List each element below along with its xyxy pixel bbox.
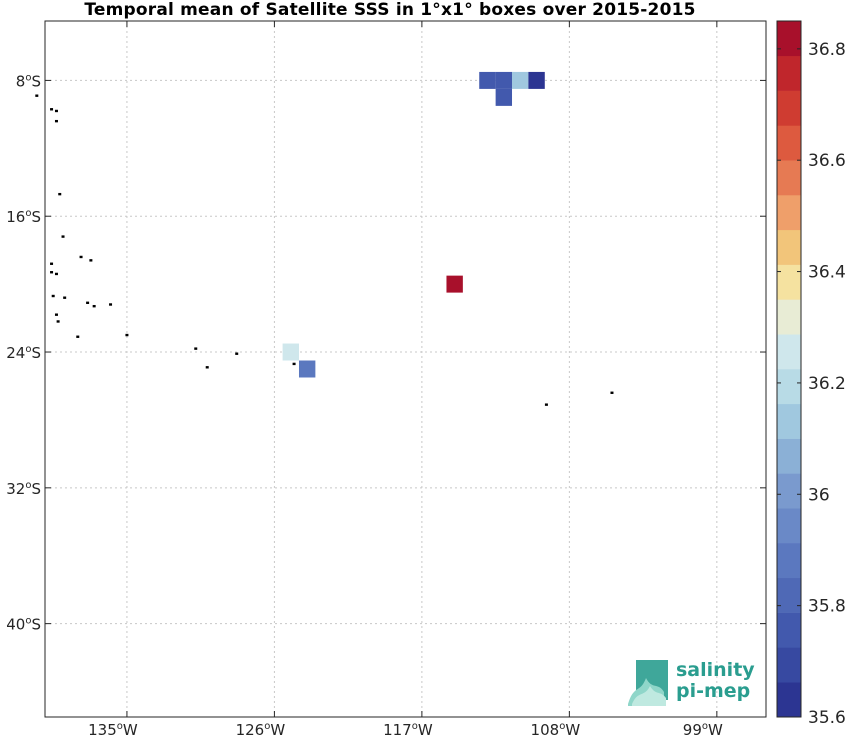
colorbar-segment	[777, 577, 801, 613]
colorbar-segment	[777, 334, 801, 370]
colorbar-segment	[777, 369, 801, 405]
sss-cells	[282, 71, 545, 378]
colorbar-tick-label: 35.6	[808, 708, 846, 728]
colorbar: 35.6 35.8 36 36.2 36.4 36.6 36.8	[776, 20, 846, 728]
y-tick-label: 8oS	[16, 72, 41, 90]
colorbar-segment	[777, 21, 801, 57]
colorbar-segment	[777, 438, 801, 474]
island-marker	[63, 296, 67, 299]
colorbar-segment	[777, 647, 801, 683]
colorbar-tick-label: 36	[808, 485, 830, 505]
island-marker	[125, 333, 129, 337]
island-marker	[79, 255, 83, 259]
colorbar-segment	[777, 473, 801, 509]
island-marker	[89, 259, 93, 262]
island-marker	[50, 262, 54, 265]
island-marker	[109, 303, 113, 306]
island-marker	[92, 304, 96, 308]
colorbar-tick-label: 36.4	[808, 263, 846, 283]
y-tick-label: 24oS	[6, 344, 41, 362]
colorbar-tick-label: 36.8	[808, 40, 846, 60]
colorbar-segment	[777, 55, 801, 91]
island-marker	[235, 352, 239, 355]
island-marker	[194, 347, 198, 350]
sss-cell	[298, 360, 316, 378]
sss-cell	[495, 71, 513, 89]
colorbar-segment	[777, 612, 801, 648]
colorbar-segment	[777, 508, 801, 544]
colorbar-segment	[777, 543, 801, 579]
x-tick-label: 108oW	[531, 721, 581, 739]
colorbar-tick-label: 36.6	[808, 151, 846, 171]
chart-title: Temporal mean of Satellite SSS in 1°x1° …	[84, 0, 696, 20]
logo-line2: pi-mep	[676, 680, 751, 702]
logo-line1: salinity	[676, 659, 755, 681]
island-marker	[54, 109, 58, 113]
island-marker	[35, 94, 39, 97]
sss-cell	[479, 71, 496, 89]
island-marker	[51, 294, 55, 298]
colorbar-segment	[777, 125, 801, 161]
x-tick-label: 135oW	[88, 721, 138, 739]
island-marker	[54, 272, 58, 276]
island-marker	[205, 366, 209, 369]
colorbar-segment	[777, 682, 801, 718]
island-marker	[50, 108, 54, 111]
x-tick-label: 99oW	[683, 721, 723, 739]
island-marker	[54, 119, 58, 123]
colorbar-tick-label: 35.8	[808, 597, 846, 617]
sss-cell	[512, 71, 529, 89]
colorbar-frame	[776, 20, 802, 718]
colorbar-tick-label: 36.2	[808, 374, 846, 394]
colorbar-segment	[777, 229, 801, 265]
island-marker	[58, 192, 62, 196]
island-marker	[61, 235, 65, 238]
logo-wave	[632, 686, 666, 706]
colorbar-segment	[777, 90, 801, 126]
x-tick-label: 117oW	[383, 721, 433, 739]
sss-cell	[446, 275, 463, 293]
island-marker	[610, 391, 614, 394]
island-marker	[56, 320, 60, 323]
y-tick-label: 16oS	[6, 208, 41, 226]
x-tick-label: 126oW	[236, 721, 286, 739]
grid-lines	[45, 21, 766, 717]
plot-frame	[44, 20, 767, 718]
island-marker	[292, 362, 296, 366]
island-marker	[544, 403, 548, 406]
island-marker	[76, 335, 80, 338]
colorbar-segment	[777, 403, 801, 439]
y-tick-label: 32oS	[6, 480, 41, 498]
sss-cell	[495, 88, 513, 106]
colorbar-segment	[777, 264, 801, 300]
island-marker	[86, 301, 90, 304]
y-tick-label: 40oS	[6, 616, 41, 634]
island-marker	[54, 313, 58, 316]
axes: 135oW 126oW 117oW 108oW 99oW 8oS 16oS 24oS 32oS 4…	[6, 20, 767, 739]
island-marker	[50, 271, 54, 274]
colorbar-segment	[777, 299, 801, 335]
island-markers	[35, 94, 614, 406]
sss-cell	[528, 71, 545, 89]
colorbar-segment	[777, 160, 801, 196]
colorbar-segment	[777, 195, 801, 231]
pi-mep-logo-icon	[628, 660, 668, 706]
sss-cell	[282, 343, 299, 361]
